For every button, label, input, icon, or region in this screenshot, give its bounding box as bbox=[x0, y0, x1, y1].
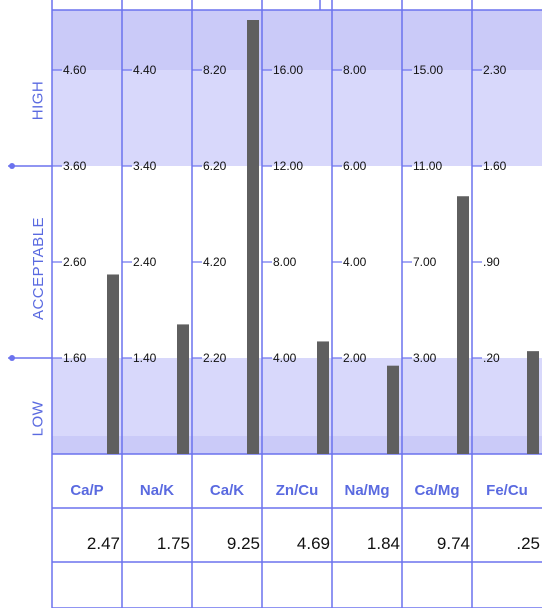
zone-label-low: LOW bbox=[29, 400, 47, 436]
tick-label: .90 bbox=[483, 255, 500, 269]
tick-label: 2.20 bbox=[203, 351, 227, 365]
category-label: Zn/Cu bbox=[276, 482, 319, 499]
zone-label-acceptable: ACCEPTABLE bbox=[29, 216, 47, 320]
tick-label: 11.00 bbox=[413, 159, 442, 173]
tick-label: 4.20 bbox=[203, 255, 227, 269]
tick-label: 6.20 bbox=[203, 159, 227, 173]
tick-label: 12.00 bbox=[273, 159, 303, 173]
tick-label: 1.40 bbox=[133, 351, 157, 365]
tick-label: 6.00 bbox=[343, 159, 367, 173]
bar-ca-k bbox=[247, 20, 259, 454]
tick-label: 3.00 bbox=[413, 351, 437, 365]
category-label: Na/Mg bbox=[345, 482, 390, 499]
value-label: .25 bbox=[516, 534, 540, 553]
tick-label: 8.00 bbox=[273, 255, 297, 269]
value-label: 9.25 bbox=[227, 534, 260, 553]
tick-label: 4.00 bbox=[273, 351, 297, 365]
zone-high-upper-band bbox=[52, 10, 542, 70]
acceptable-upper-marker-dot bbox=[9, 163, 15, 169]
tick-label: 8.00 bbox=[343, 63, 367, 77]
bar-ca-p bbox=[107, 274, 119, 454]
value-label: 4.69 bbox=[297, 534, 330, 553]
tick-label: 2.40 bbox=[133, 255, 157, 269]
category-label: Ca/K bbox=[210, 482, 244, 499]
tick-label: 8.20 bbox=[203, 63, 227, 77]
tick-label: 16.00 bbox=[273, 63, 303, 77]
tick-label: 4.60 bbox=[63, 63, 87, 77]
tick-label: 3.60 bbox=[63, 159, 87, 173]
category-label: Fe/Cu bbox=[486, 482, 528, 499]
category-label: Ca/P bbox=[70, 482, 103, 499]
value-label: 9.74 bbox=[437, 534, 470, 553]
tick-label: 4.40 bbox=[133, 63, 157, 77]
value-label: 2.47 bbox=[87, 534, 120, 553]
tick-label: 2.30 bbox=[483, 63, 507, 77]
category-label: Ca/Mg bbox=[415, 482, 460, 499]
tick-label: 1.60 bbox=[63, 351, 87, 365]
tick-label: 2.00 bbox=[343, 351, 367, 365]
tick-label: 4.00 bbox=[343, 255, 367, 269]
bar-na-k bbox=[177, 324, 189, 454]
bar-ca-mg bbox=[457, 196, 469, 455]
tick-label: 2.60 bbox=[63, 255, 87, 269]
bar-fe-cu bbox=[527, 351, 539, 454]
bar-na-mg bbox=[387, 365, 399, 454]
tick-label: 1.60 bbox=[483, 159, 507, 173]
tick-label: 15.00 bbox=[413, 63, 443, 77]
bar-zn-cu bbox=[317, 341, 329, 454]
value-label: 1.75 bbox=[157, 534, 190, 553]
category-label: Na/K bbox=[140, 482, 174, 499]
tick-label: 3.40 bbox=[133, 159, 157, 173]
zone-label-high: HIGH bbox=[29, 80, 47, 120]
zone-low-lower-band bbox=[52, 436, 542, 454]
tick-label: 7.00 bbox=[413, 255, 437, 269]
acceptable-lower-marker-dot bbox=[9, 355, 15, 361]
tick-label: .20 bbox=[483, 351, 500, 365]
value-label: 1.84 bbox=[367, 534, 400, 553]
